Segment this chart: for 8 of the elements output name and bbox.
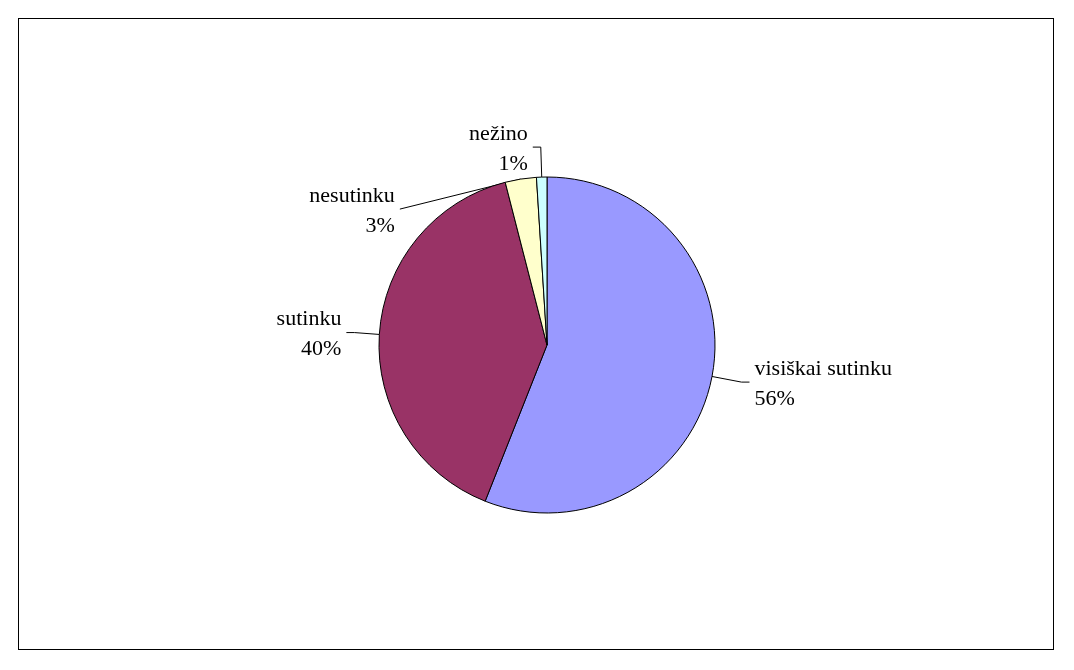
data-label: 56% — [754, 384, 795, 410]
slice-label: visiškai sutinku — [754, 354, 893, 380]
slice-label: nesutinku — [309, 181, 395, 207]
slice-label: sutinku — [276, 305, 342, 331]
slice-label: nežino — [469, 119, 528, 145]
data-label: 40% — [301, 335, 342, 361]
data-label: 1% — [498, 149, 528, 175]
data-label: 3% — [365, 211, 395, 237]
